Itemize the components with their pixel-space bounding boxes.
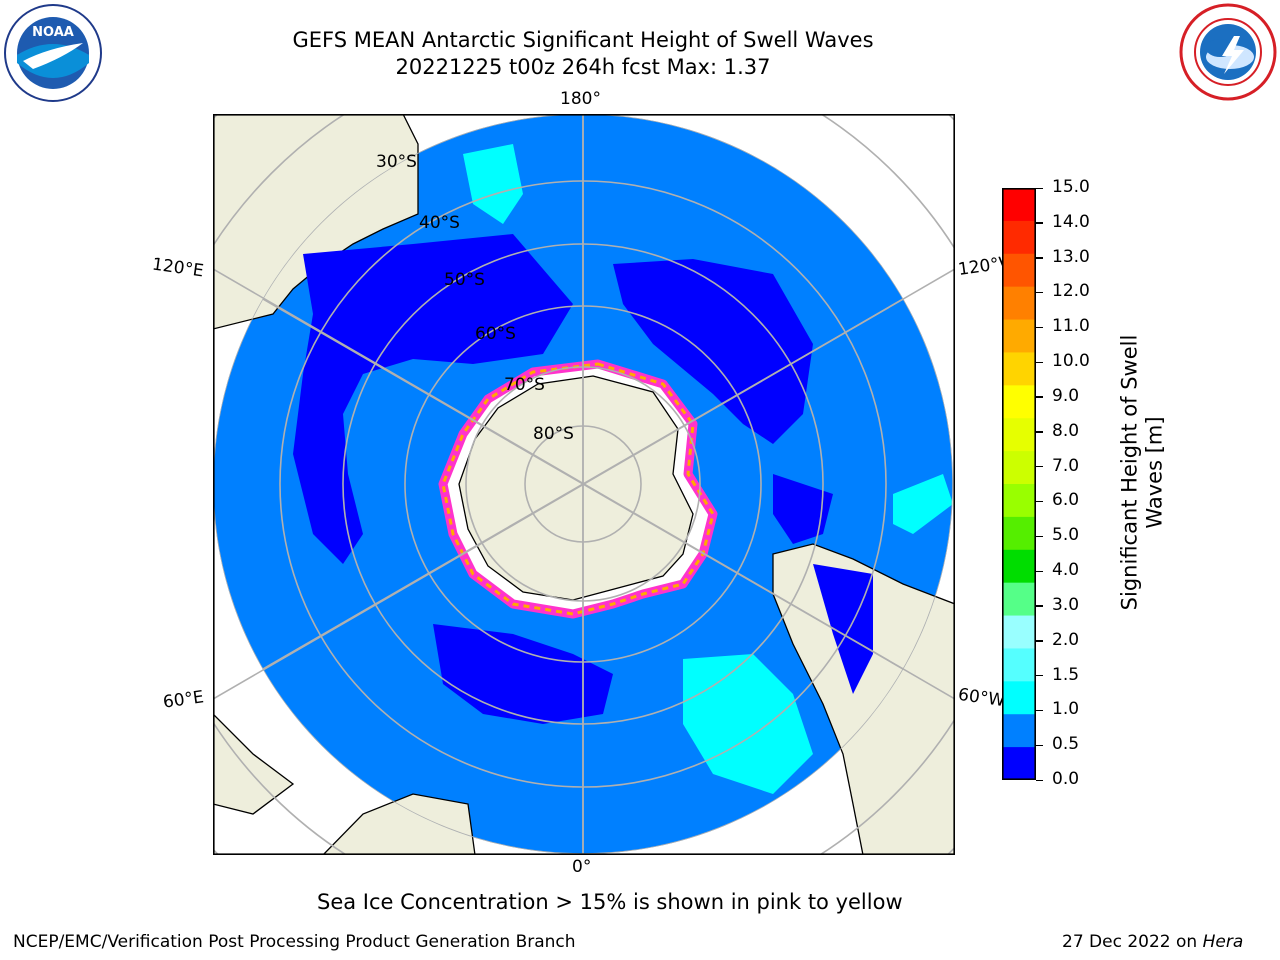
colorbar-swatch: [1002, 747, 1036, 780]
lat-label-40s: 40°S: [419, 213, 460, 233]
madagascar-region: [213, 713, 295, 815]
colorbar-tick-mark: [1036, 257, 1043, 259]
colorbar-tick-label: 14.0: [1052, 211, 1090, 232]
colorbar-tick-label: 0.5: [1052, 734, 1080, 755]
colorbar-tick-mark: [1036, 570, 1043, 572]
colorbar-swatch: [1002, 451, 1036, 485]
colorbar-swatch: [1002, 286, 1036, 321]
colorbar-tick-label: 15.0: [1052, 177, 1090, 197]
colorbar-tick-mark: [1036, 396, 1043, 398]
colorbar-tick-mark: [1036, 187, 1043, 189]
colorbar-tick-label: 9.0: [1052, 385, 1080, 406]
colorbar-tick-mark: [1036, 675, 1043, 677]
colorbar-tick-mark: [1036, 640, 1043, 642]
colorbar-swatch: [1002, 484, 1036, 518]
colorbar-swatch: [1002, 352, 1036, 386]
colorbar-tick-label: 10.0: [1052, 351, 1090, 372]
lon-label-bottom: 0°: [572, 857, 592, 877]
colorbar-tick-mark: [1036, 744, 1043, 747]
colorbar-swatch: [1002, 582, 1036, 617]
colorbar-tick-label: 11.0: [1052, 316, 1090, 337]
lon-label-lower-left: 60°E: [161, 687, 206, 713]
colorbar-swatch: [1002, 220, 1036, 255]
nws-logo: [1178, 2, 1278, 102]
colorbar-swatch: [1002, 681, 1036, 715]
colorbar-tick-mark: [1036, 291, 1043, 294]
moderate-swell-regions: [463, 144, 953, 794]
noaa-logo: NOAA: [3, 3, 103, 103]
footer-host: Hera: [1202, 932, 1244, 952]
lat-label-80s: 80°S: [533, 424, 574, 444]
footer-date-text: 27 Dec 2022 on: [1062, 932, 1203, 952]
colorbar-swatch: [1002, 549, 1036, 584]
colorbar-swatch: [1002, 648, 1036, 682]
colorbar-tick-label: 2.0: [1052, 629, 1080, 650]
colorbar-tick-label: 5.0: [1052, 525, 1080, 546]
colorbar-tick-mark: [1036, 500, 1043, 503]
colorbar-swatch: [1002, 615, 1036, 649]
colorbar-tick-mark: [1036, 779, 1043, 781]
colorbar-swatch: [1002, 188, 1036, 222]
footer-date: 27 Dec 2022 on Hera: [1062, 932, 1243, 952]
colorbar-tick-mark: [1036, 535, 1043, 538]
colorbar-tick-label: 4.0: [1052, 560, 1080, 581]
colorbar-tick-label: 8.0: [1052, 420, 1080, 441]
footer-credit: NCEP/EMC/Verification Post Processing Pr…: [13, 932, 576, 952]
chart-title: GEFS MEAN Antarctic Significant Height o…: [292, 28, 874, 52]
lon-label-top: 180°: [560, 89, 601, 109]
colorbar-tick-label: 6.0: [1052, 490, 1080, 511]
colorbar-tick-mark: [1036, 605, 1043, 607]
sea-ice-caption: Sea Ice Concentration > 15% is shown in …: [317, 890, 903, 914]
colorbar-title-line1: Significant Height of Swell: [1117, 334, 1142, 611]
lat-label-60s: 60°S: [475, 324, 516, 344]
colorbar-tick-label: 1.5: [1052, 664, 1080, 685]
colorbar-tick-label: 3.0: [1052, 594, 1080, 615]
colorbar-tick-mark: [1036, 709, 1043, 712]
colorbar-swatch: [1002, 253, 1036, 288]
lat-label-70s: 70°S: [504, 375, 545, 395]
antarctica: [438, 359, 718, 619]
map-frame: [213, 114, 955, 855]
colorbar-tick-label: 12.0: [1052, 281, 1090, 302]
chart-subtitle: 20221225 t00z 264h fcst Max: 1.37: [395, 55, 771, 79]
colorbar-tick-label: 7.0: [1052, 455, 1080, 476]
polar-map: [213, 114, 955, 855]
lon-label-lower-right: 60°W: [956, 684, 1007, 712]
colorbar-tick-label: 1.0: [1052, 699, 1080, 720]
lat-label-30s: 30°S: [376, 152, 417, 172]
colorbar-tick-mark: [1036, 326, 1043, 329]
colorbar-title-line2: Waves [m]: [1142, 416, 1167, 529]
colorbar-swatch: [1002, 319, 1036, 353]
colorbar-tick-label: 13.0: [1052, 246, 1090, 267]
colorbar-tick-mark: [1036, 361, 1043, 363]
low-swell-regions: [293, 234, 873, 724]
lat-label-50s: 50°S: [444, 270, 485, 290]
svg-text:NOAA: NOAA: [32, 25, 74, 40]
colorbar: [1002, 188, 1036, 780]
colorbar-swatch: [1002, 385, 1036, 419]
colorbar-swatch: [1002, 714, 1036, 748]
colorbar-swatch: [1002, 418, 1036, 452]
lon-label-upper-left: 120°E: [150, 254, 205, 282]
colorbar-tick-mark: [1036, 431, 1043, 433]
colorbar-tick-mark: [1036, 222, 1043, 224]
colorbar-border: [1002, 188, 1036, 780]
colorbar-swatch: [1002, 516, 1036, 551]
colorbar-tick-mark: [1036, 466, 1043, 468]
colorbar-tick-label: 0.0: [1052, 769, 1080, 789]
